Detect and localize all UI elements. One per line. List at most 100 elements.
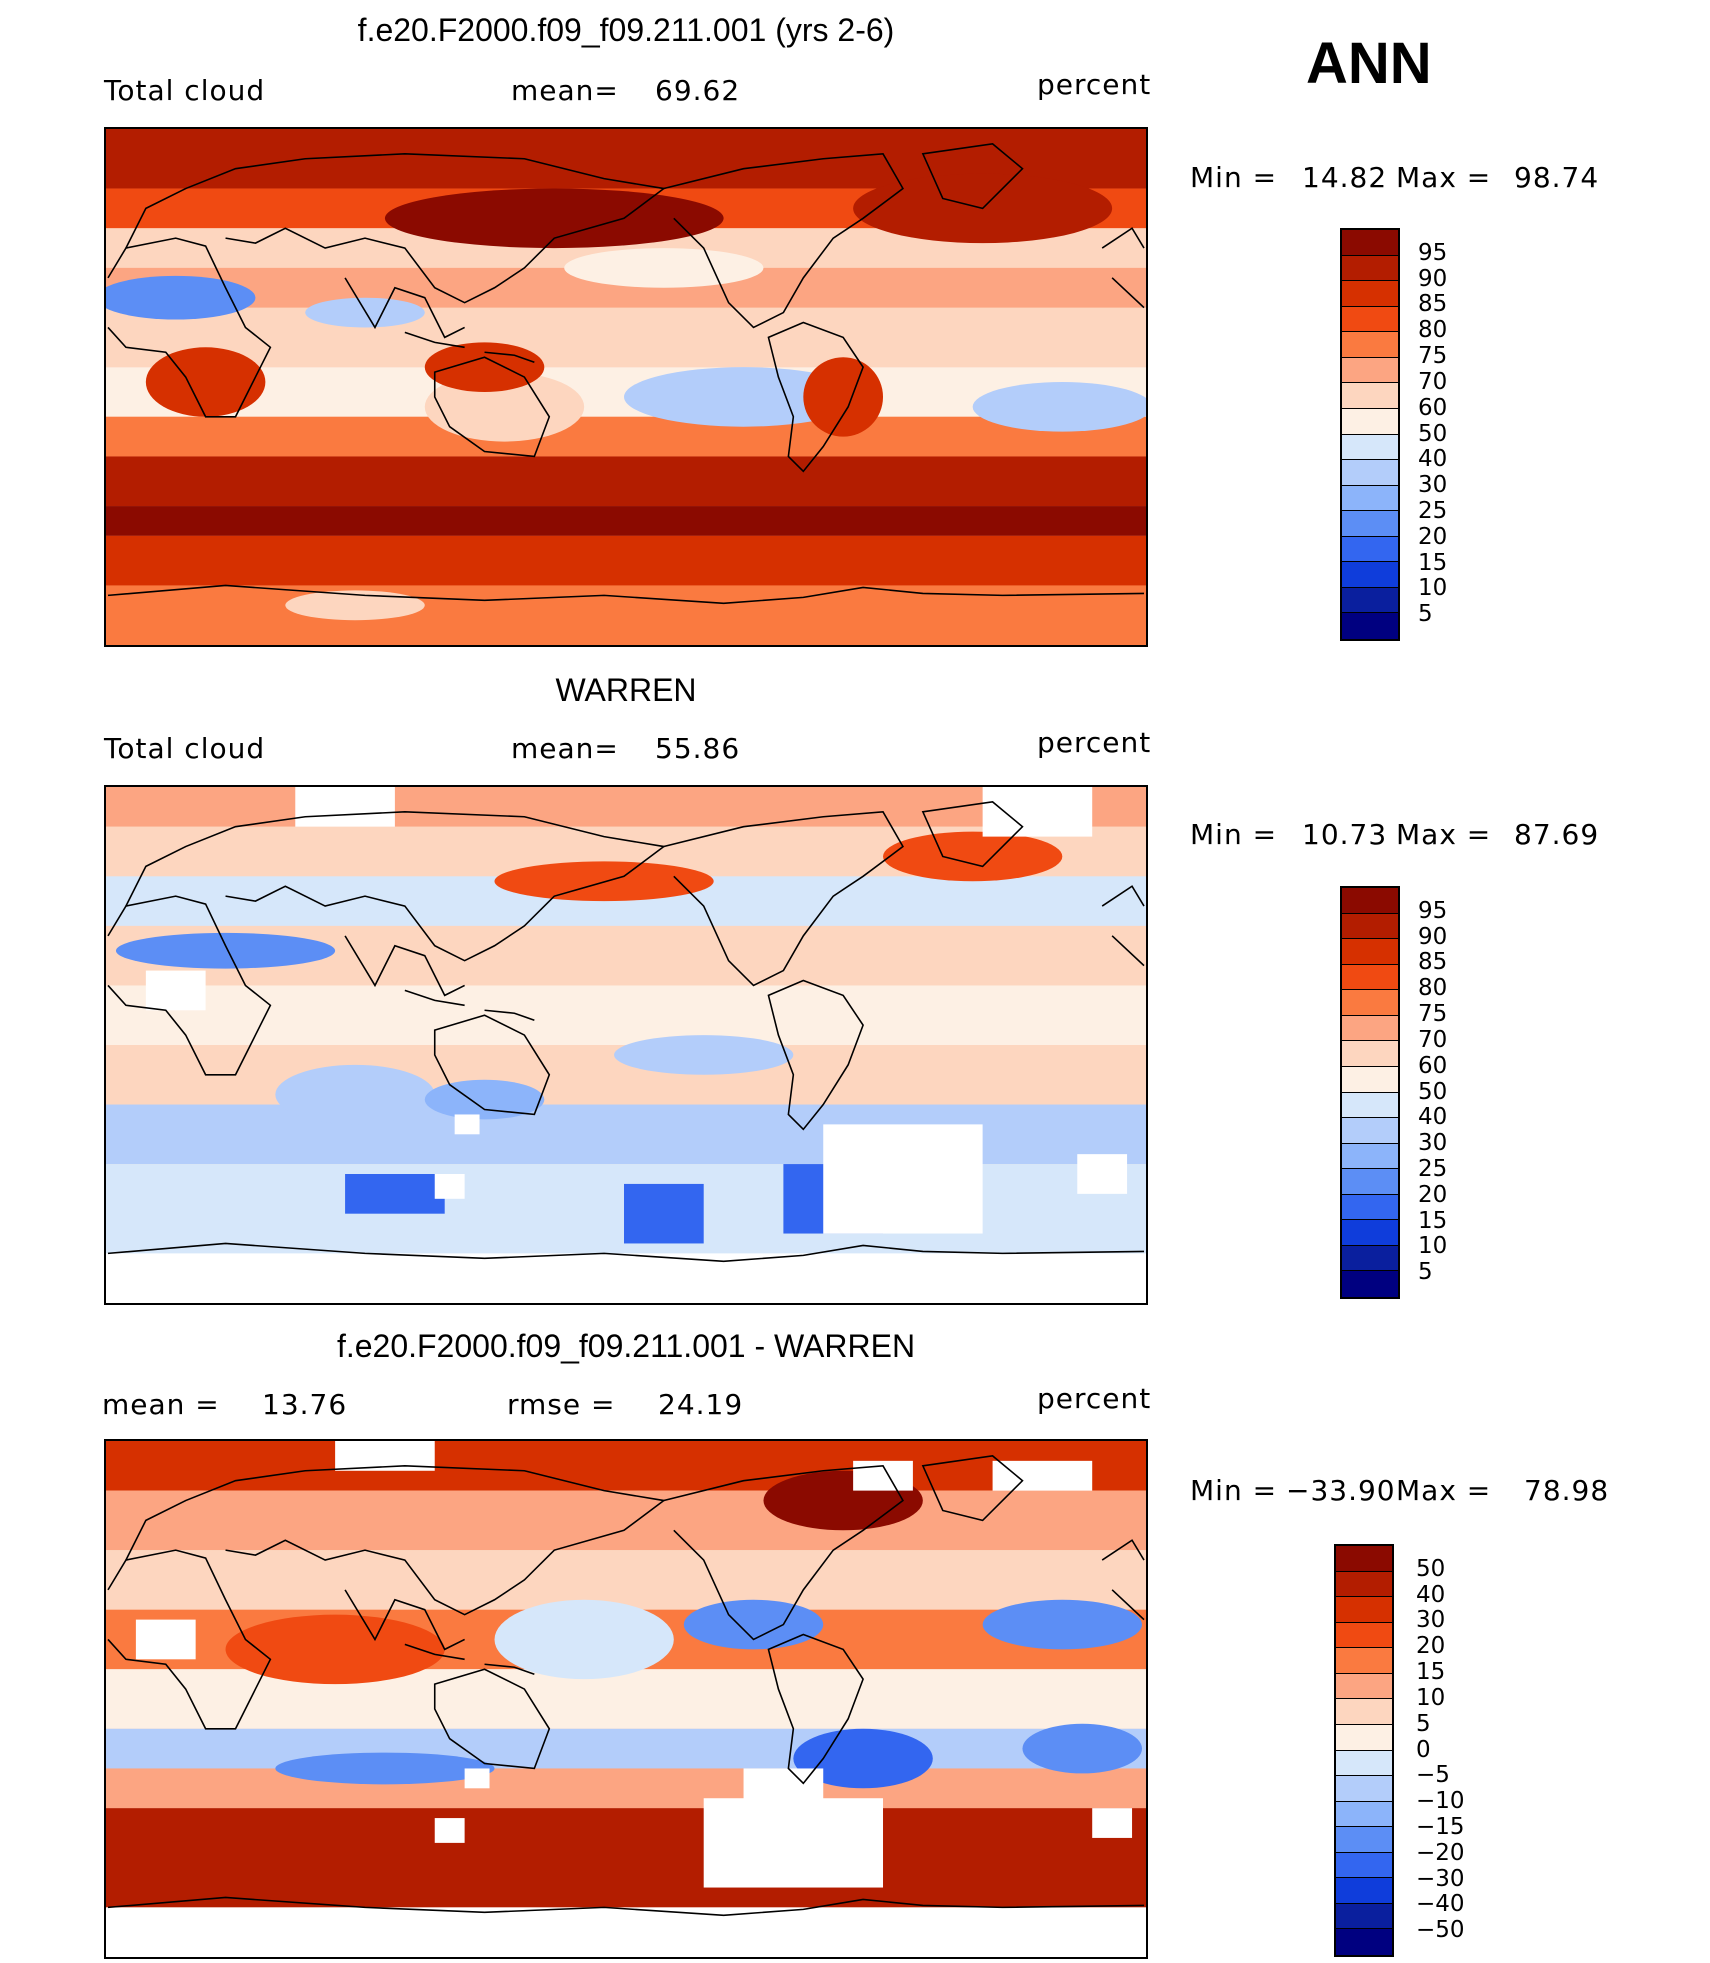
colorbar-swatch bbox=[1342, 281, 1398, 307]
coastline-path bbox=[663, 1464, 904, 1641]
field-blob bbox=[1022, 1723, 1143, 1774]
colorbar-swatch bbox=[1342, 1220, 1398, 1246]
variable-label: Total cloud bbox=[104, 74, 266, 107]
map-diff-svg bbox=[106, 1441, 1146, 1957]
min-label: Min = bbox=[1190, 818, 1278, 851]
field-blob bbox=[972, 382, 1146, 432]
field-blob bbox=[115, 932, 336, 969]
colorbar-tick-label: 10 bbox=[1416, 1684, 1446, 1711]
colorbar-tick-label: 25 bbox=[1418, 1155, 1448, 1182]
colorbar-swatch bbox=[1342, 357, 1398, 384]
field-blob bbox=[803, 357, 884, 437]
colorbar-tick-label: 10 bbox=[1418, 1233, 1448, 1260]
coastline-path bbox=[921, 1455, 1024, 1522]
coastline-path bbox=[767, 979, 864, 1131]
field-blob bbox=[275, 1064, 435, 1125]
coastline-path bbox=[433, 356, 551, 458]
colorbar-tick-label: 60 bbox=[1418, 394, 1448, 421]
colorbar-swatch bbox=[1336, 1776, 1392, 1802]
rmse-label: rmse = bbox=[507, 1388, 616, 1421]
colorbar-swatch bbox=[1342, 939, 1398, 965]
colorbar-swatch bbox=[1342, 434, 1398, 461]
field-band bbox=[106, 1104, 1146, 1165]
colorbar-swatch bbox=[1342, 1092, 1398, 1119]
field-blob bbox=[614, 1035, 794, 1075]
field-block bbox=[1092, 1808, 1133, 1838]
colorbar-swatch bbox=[1342, 1143, 1398, 1170]
colorbar-swatch bbox=[1342, 1245, 1398, 1272]
colorbar-tick-label: 15 bbox=[1418, 549, 1448, 576]
min-value: 14.82 bbox=[1302, 161, 1388, 194]
colorbar-swatch bbox=[1342, 990, 1398, 1016]
colorbar-tick-label: 30 bbox=[1416, 1607, 1446, 1634]
coastline-path bbox=[107, 584, 1145, 605]
coastline-path bbox=[404, 1643, 535, 1675]
colorbar-tick-label: 10 bbox=[1418, 575, 1448, 602]
colorbar-swatch bbox=[1336, 1699, 1392, 1725]
field-block bbox=[145, 970, 206, 1011]
coastline-path bbox=[125, 811, 666, 962]
colorbar-swatch bbox=[1336, 1878, 1392, 1904]
mean-value: 55.86 bbox=[655, 732, 741, 765]
field-blob bbox=[883, 831, 1063, 882]
colorbar-swatch bbox=[1342, 1041, 1398, 1067]
colorbar-tick-label: 15 bbox=[1416, 1659, 1446, 1686]
colorbar-tick-label: −50 bbox=[1416, 1917, 1465, 1944]
field-blob bbox=[305, 297, 425, 328]
field-blob bbox=[494, 1599, 674, 1680]
field-band bbox=[106, 1669, 1146, 1729]
coastline bbox=[107, 801, 1145, 1263]
field-block bbox=[624, 1183, 704, 1244]
units-label: percent bbox=[1037, 1382, 1152, 1415]
colorbar-tick-label: 70 bbox=[1418, 368, 1448, 395]
field-blob bbox=[624, 367, 864, 427]
field-blob bbox=[424, 1079, 545, 1120]
colorbar-swatch bbox=[1342, 460, 1398, 486]
min-value: −33.90 bbox=[1286, 1474, 1396, 1507]
colorbar-tick-label: −40 bbox=[1416, 1891, 1465, 1918]
field-band bbox=[106, 456, 1146, 507]
coastline-path bbox=[767, 1633, 864, 1785]
max-value: 78.98 bbox=[1524, 1474, 1610, 1507]
colorbar-swatch bbox=[1342, 536, 1398, 563]
field-blob bbox=[982, 1599, 1143, 1650]
max-value: 98.74 bbox=[1514, 161, 1600, 194]
field-block bbox=[106, 1907, 1146, 1957]
panel-title: WARREN bbox=[555, 672, 697, 708]
field-block bbox=[703, 1798, 884, 1888]
field-blob bbox=[564, 248, 764, 288]
mean-value: 13.76 bbox=[262, 1388, 348, 1421]
colorbar-swatch bbox=[1342, 306, 1398, 333]
colorbar-tick-label: 50 bbox=[1418, 1078, 1448, 1105]
min-label: Min = bbox=[1190, 161, 1278, 194]
colorbar-swatch bbox=[1342, 230, 1398, 256]
mean-label: mean= bbox=[511, 732, 619, 765]
colorbar-tick-label: 85 bbox=[1418, 291, 1448, 318]
field-block bbox=[106, 1253, 1146, 1303]
colorbar-swatch bbox=[1342, 1066, 1398, 1093]
colorbar-tick-label: 40 bbox=[1418, 446, 1448, 473]
colorbar-tick-label: 75 bbox=[1418, 1001, 1448, 1028]
colorbar-tick-label: 75 bbox=[1418, 343, 1448, 370]
colorbar-tick-label: 5 bbox=[1418, 1259, 1433, 1286]
colorbar-tick-label: 90 bbox=[1418, 923, 1448, 950]
coastline bbox=[107, 143, 1145, 605]
coastline-path bbox=[1101, 1539, 1145, 1621]
colorbar-tick-label: −30 bbox=[1416, 1865, 1465, 1892]
field-blob bbox=[106, 275, 256, 320]
colorbar-swatch bbox=[1342, 255, 1398, 282]
units-label: percent bbox=[1037, 68, 1152, 101]
colorbar-tick-label: 15 bbox=[1418, 1207, 1448, 1234]
field-band bbox=[106, 1490, 1146, 1551]
colorbar-swatch bbox=[1342, 587, 1398, 614]
colorbar-tick-label: 0 bbox=[1416, 1736, 1431, 1763]
max-label: Max = bbox=[1396, 161, 1492, 194]
colorbar-tick-label: 5 bbox=[1416, 1710, 1431, 1737]
colorbar-tick-label: 95 bbox=[1418, 239, 1448, 266]
coastline-path bbox=[107, 237, 272, 418]
season-label: ANN bbox=[1306, 31, 1432, 96]
rmse-value: 24.19 bbox=[658, 1388, 744, 1421]
coastline-path bbox=[125, 153, 666, 304]
coastline-path bbox=[921, 801, 1024, 868]
field-blob bbox=[384, 188, 724, 249]
